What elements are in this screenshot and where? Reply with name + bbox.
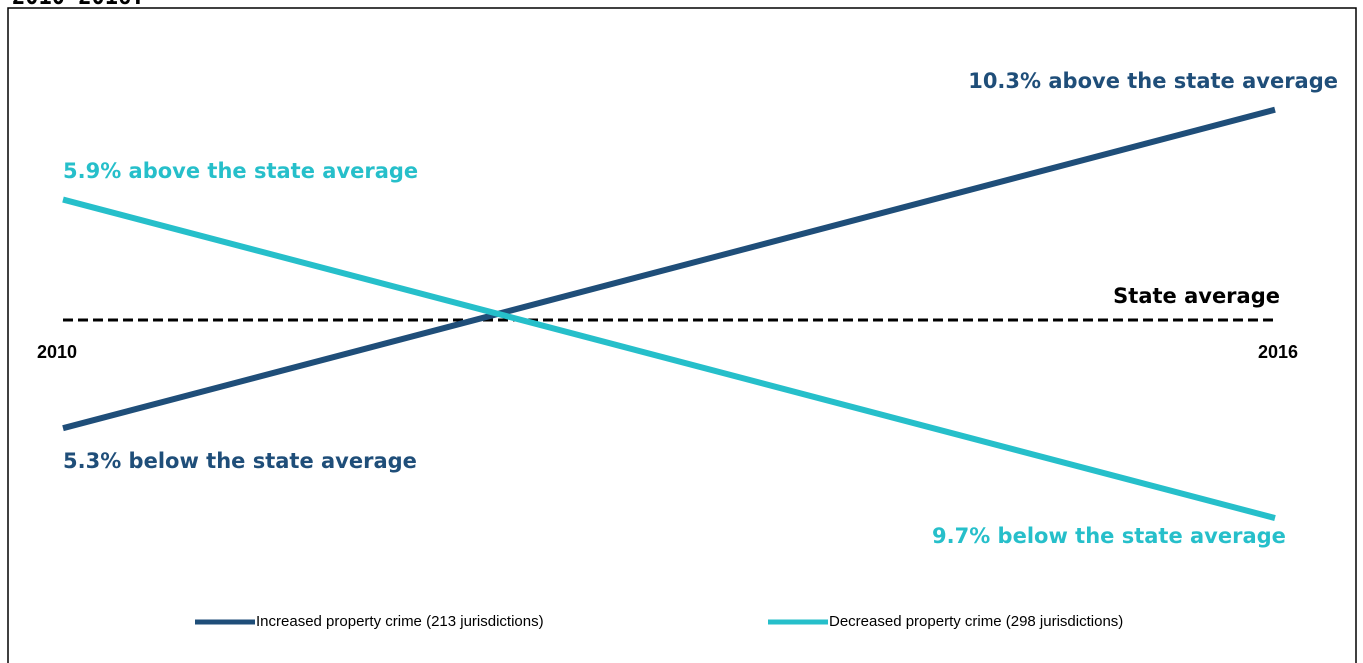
- x-tick-label: 2010: [37, 342, 77, 362]
- legend-label: Decreased property crime (298 jurisdicti…: [829, 613, 1123, 630]
- series-line: [62, 106, 1276, 432]
- chart-frame: [7, 7, 1357, 663]
- reference-label: State average: [1113, 284, 1280, 308]
- chart-title: 2010-2016.: [12, 0, 144, 10]
- x-tick-label: 2016: [1258, 342, 1298, 362]
- value-label: 10.3% above the state average: [968, 69, 1338, 93]
- value-label: 9.7% below the state average: [932, 524, 1286, 548]
- value-label: 5.9% above the state average: [63, 159, 418, 183]
- value-label: 5.3% below the state average: [63, 449, 417, 473]
- series-line: [62, 196, 1276, 521]
- legend-label: Increased property crime (213 jurisdicti…: [256, 613, 544, 630]
